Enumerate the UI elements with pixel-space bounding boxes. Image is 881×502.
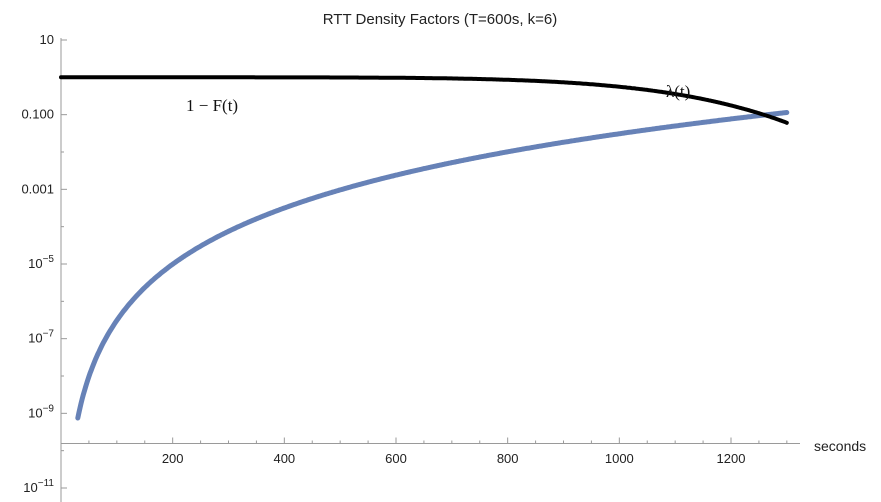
x-ticks: 200 400 600 800 1000 1200 xyxy=(88,437,788,466)
series-lambda-line xyxy=(75,110,790,421)
y-tick-label: 0.001 xyxy=(21,181,54,196)
series-survival-line xyxy=(59,75,789,125)
y-tick-label: 10−7 xyxy=(28,329,54,346)
y-tick-label: 10−11 xyxy=(23,478,54,495)
x-tick-label: 1000 xyxy=(605,451,634,466)
series-survival-label: 1 − F(t) xyxy=(186,96,238,115)
y-tick-label: 10 xyxy=(40,32,54,47)
x-tick-label: 400 xyxy=(273,451,295,466)
x-tick-label: 600 xyxy=(385,451,407,466)
x-axis-title: seconds xyxy=(814,438,866,454)
x-tick-label: 1200 xyxy=(717,451,746,466)
x-tick-label: 200 xyxy=(162,451,184,466)
y-tick-label: 0.100 xyxy=(21,107,54,122)
y-ticks: 10 0.100 0.001 10−5 10−7 10−9 10−11 xyxy=(21,32,67,495)
chart-title: RTT Density Factors (T=600s, k=6) xyxy=(323,11,558,28)
x-tick-label: 800 xyxy=(497,451,519,466)
series-lambda-label: λ(t) xyxy=(666,82,690,101)
y-tick-label: 10−9 xyxy=(28,403,54,420)
y-tick-label: 10−5 xyxy=(28,254,54,271)
